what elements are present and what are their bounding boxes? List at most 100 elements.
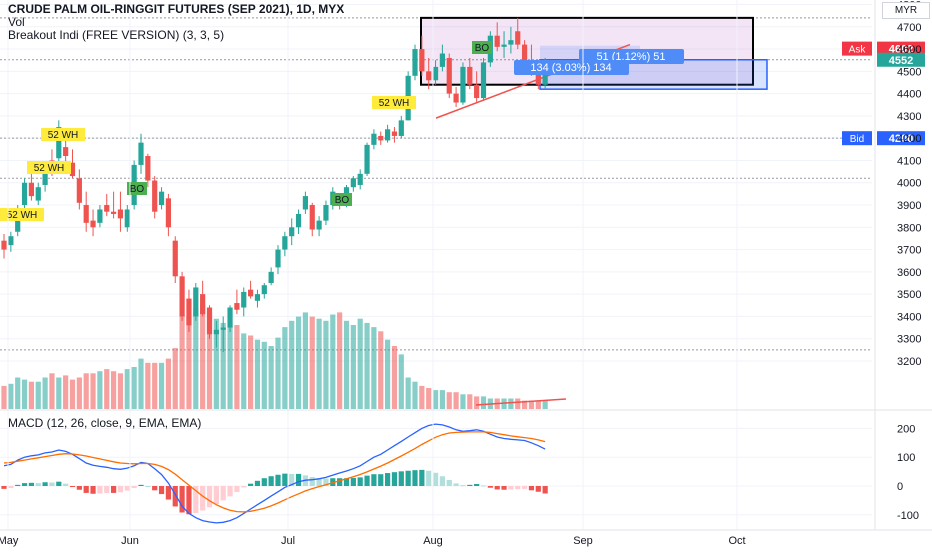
volume-bar <box>446 392 452 409</box>
chart-title: CRUDE PALM OIL-RINGGIT FUTURES (SEP 2021… <box>8 2 345 16</box>
candle-body <box>35 187 41 201</box>
volume-bar <box>1 385 7 409</box>
macd-histogram-bar <box>385 473 391 486</box>
candle-body <box>309 205 315 230</box>
annotation-badge <box>332 193 352 206</box>
candle-body <box>419 49 425 72</box>
volume-bar <box>145 362 151 409</box>
volume-bar <box>165 358 171 409</box>
macd-histogram-bar <box>165 486 171 500</box>
macd-histogram-bar <box>234 486 240 493</box>
candle-body <box>501 44 507 47</box>
candle-body <box>90 220 96 228</box>
volume-bar <box>432 390 439 409</box>
y-tick-label: 4400 <box>897 89 921 101</box>
volume-bar <box>295 316 302 409</box>
macd-histogram-bar <box>467 484 473 486</box>
candle-body <box>145 156 151 181</box>
candle-body <box>268 271 274 283</box>
volume-bar <box>254 339 261 409</box>
x-tick-label: Jul <box>281 535 295 547</box>
candle-body <box>21 182 28 206</box>
macd-histogram-bar <box>508 486 514 490</box>
volume-bar <box>467 394 473 409</box>
macd-histogram-bar <box>172 486 178 507</box>
macd-histogram-bar <box>206 486 213 508</box>
y-tick-label: 3500 <box>897 289 921 301</box>
annotation-badge <box>41 128 85 141</box>
volume-bar <box>138 358 144 409</box>
candle-body <box>460 66 466 103</box>
macd-histogram-bar <box>501 486 507 490</box>
macd-histogram-bar <box>275 474 281 486</box>
candle-body <box>391 131 398 136</box>
y-tick-label: 3700 <box>897 245 921 257</box>
x-tick-label: May <box>0 535 19 547</box>
volume-bar <box>474 396 480 409</box>
candle-body <box>63 147 69 157</box>
y-tick-label: 3900 <box>897 200 921 212</box>
macd-histogram-bar <box>282 473 288 486</box>
x-tick-label: Aug <box>423 535 443 547</box>
currency-badge[interactable]: MYR <box>882 2 930 19</box>
candle-body <box>261 285 267 295</box>
y-tick-label: 3200 <box>897 356 921 368</box>
volume-bar <box>398 354 404 409</box>
macd-histogram-bar <box>446 479 452 486</box>
y-tick-label: 4700 <box>897 22 921 34</box>
macd-histogram-bar <box>193 486 199 514</box>
volume-bar <box>56 377 62 409</box>
candle-body <box>522 44 528 63</box>
macd-histogram-bar <box>152 486 158 491</box>
candle-body <box>385 129 391 141</box>
macd-histogram-bar <box>405 470 411 486</box>
y-tick-label: 4100 <box>897 155 921 167</box>
price-tag-label: Bid <box>850 134 864 145</box>
macd-histogram-bar <box>90 486 96 494</box>
candle-body <box>535 71 541 85</box>
volume-bar <box>337 312 343 409</box>
candle-body <box>398 120 404 136</box>
macd-histogram-bar <box>63 483 69 486</box>
macd-histogram-bar <box>131 486 137 489</box>
candle-body <box>117 209 124 219</box>
price-tag-badge <box>842 131 872 146</box>
macd-histogram-bar <box>542 486 548 494</box>
volume-bar <box>111 371 117 409</box>
macd-histogram-bar <box>1 486 7 489</box>
price-axis-badge <box>877 52 925 67</box>
candle-body <box>371 133 377 145</box>
macd-histogram-bar <box>248 483 254 486</box>
candle-body <box>165 198 171 228</box>
candle-body <box>275 249 281 268</box>
volume-bar <box>515 398 521 409</box>
volume-bar <box>350 325 356 409</box>
annotation-label: 52 WH <box>379 98 410 109</box>
candle-body <box>289 227 295 237</box>
candle-body <box>158 191 165 206</box>
macd-histogram-bar <box>42 482 48 486</box>
y-tick-label: 4000 <box>897 178 921 190</box>
y-tick-label: 3400 <box>897 311 921 323</box>
macd-histogram-bar <box>227 486 233 497</box>
volume-bar <box>206 312 213 409</box>
volume-bar <box>426 388 432 409</box>
macd-histogram-bar <box>494 486 500 490</box>
macd-histogram-bar <box>453 483 459 486</box>
macd-histogram-bar <box>357 477 363 486</box>
candle-body <box>124 209 130 228</box>
macd-histogram-bar <box>138 484 144 486</box>
candle-body <box>453 93 459 103</box>
candle-body <box>56 127 62 159</box>
volume-bar <box>63 375 69 409</box>
volume-bar <box>391 346 398 409</box>
annotation-badge <box>127 182 147 195</box>
volume-bar <box>131 367 137 409</box>
volume-bar <box>200 304 206 409</box>
candle-body <box>378 135 384 141</box>
volume-bar <box>90 373 96 409</box>
candle-body <box>494 35 500 47</box>
macd-histogram-bar <box>289 473 295 486</box>
macd-histogram-bar <box>460 485 466 487</box>
annotation-label: BO <box>130 184 145 195</box>
